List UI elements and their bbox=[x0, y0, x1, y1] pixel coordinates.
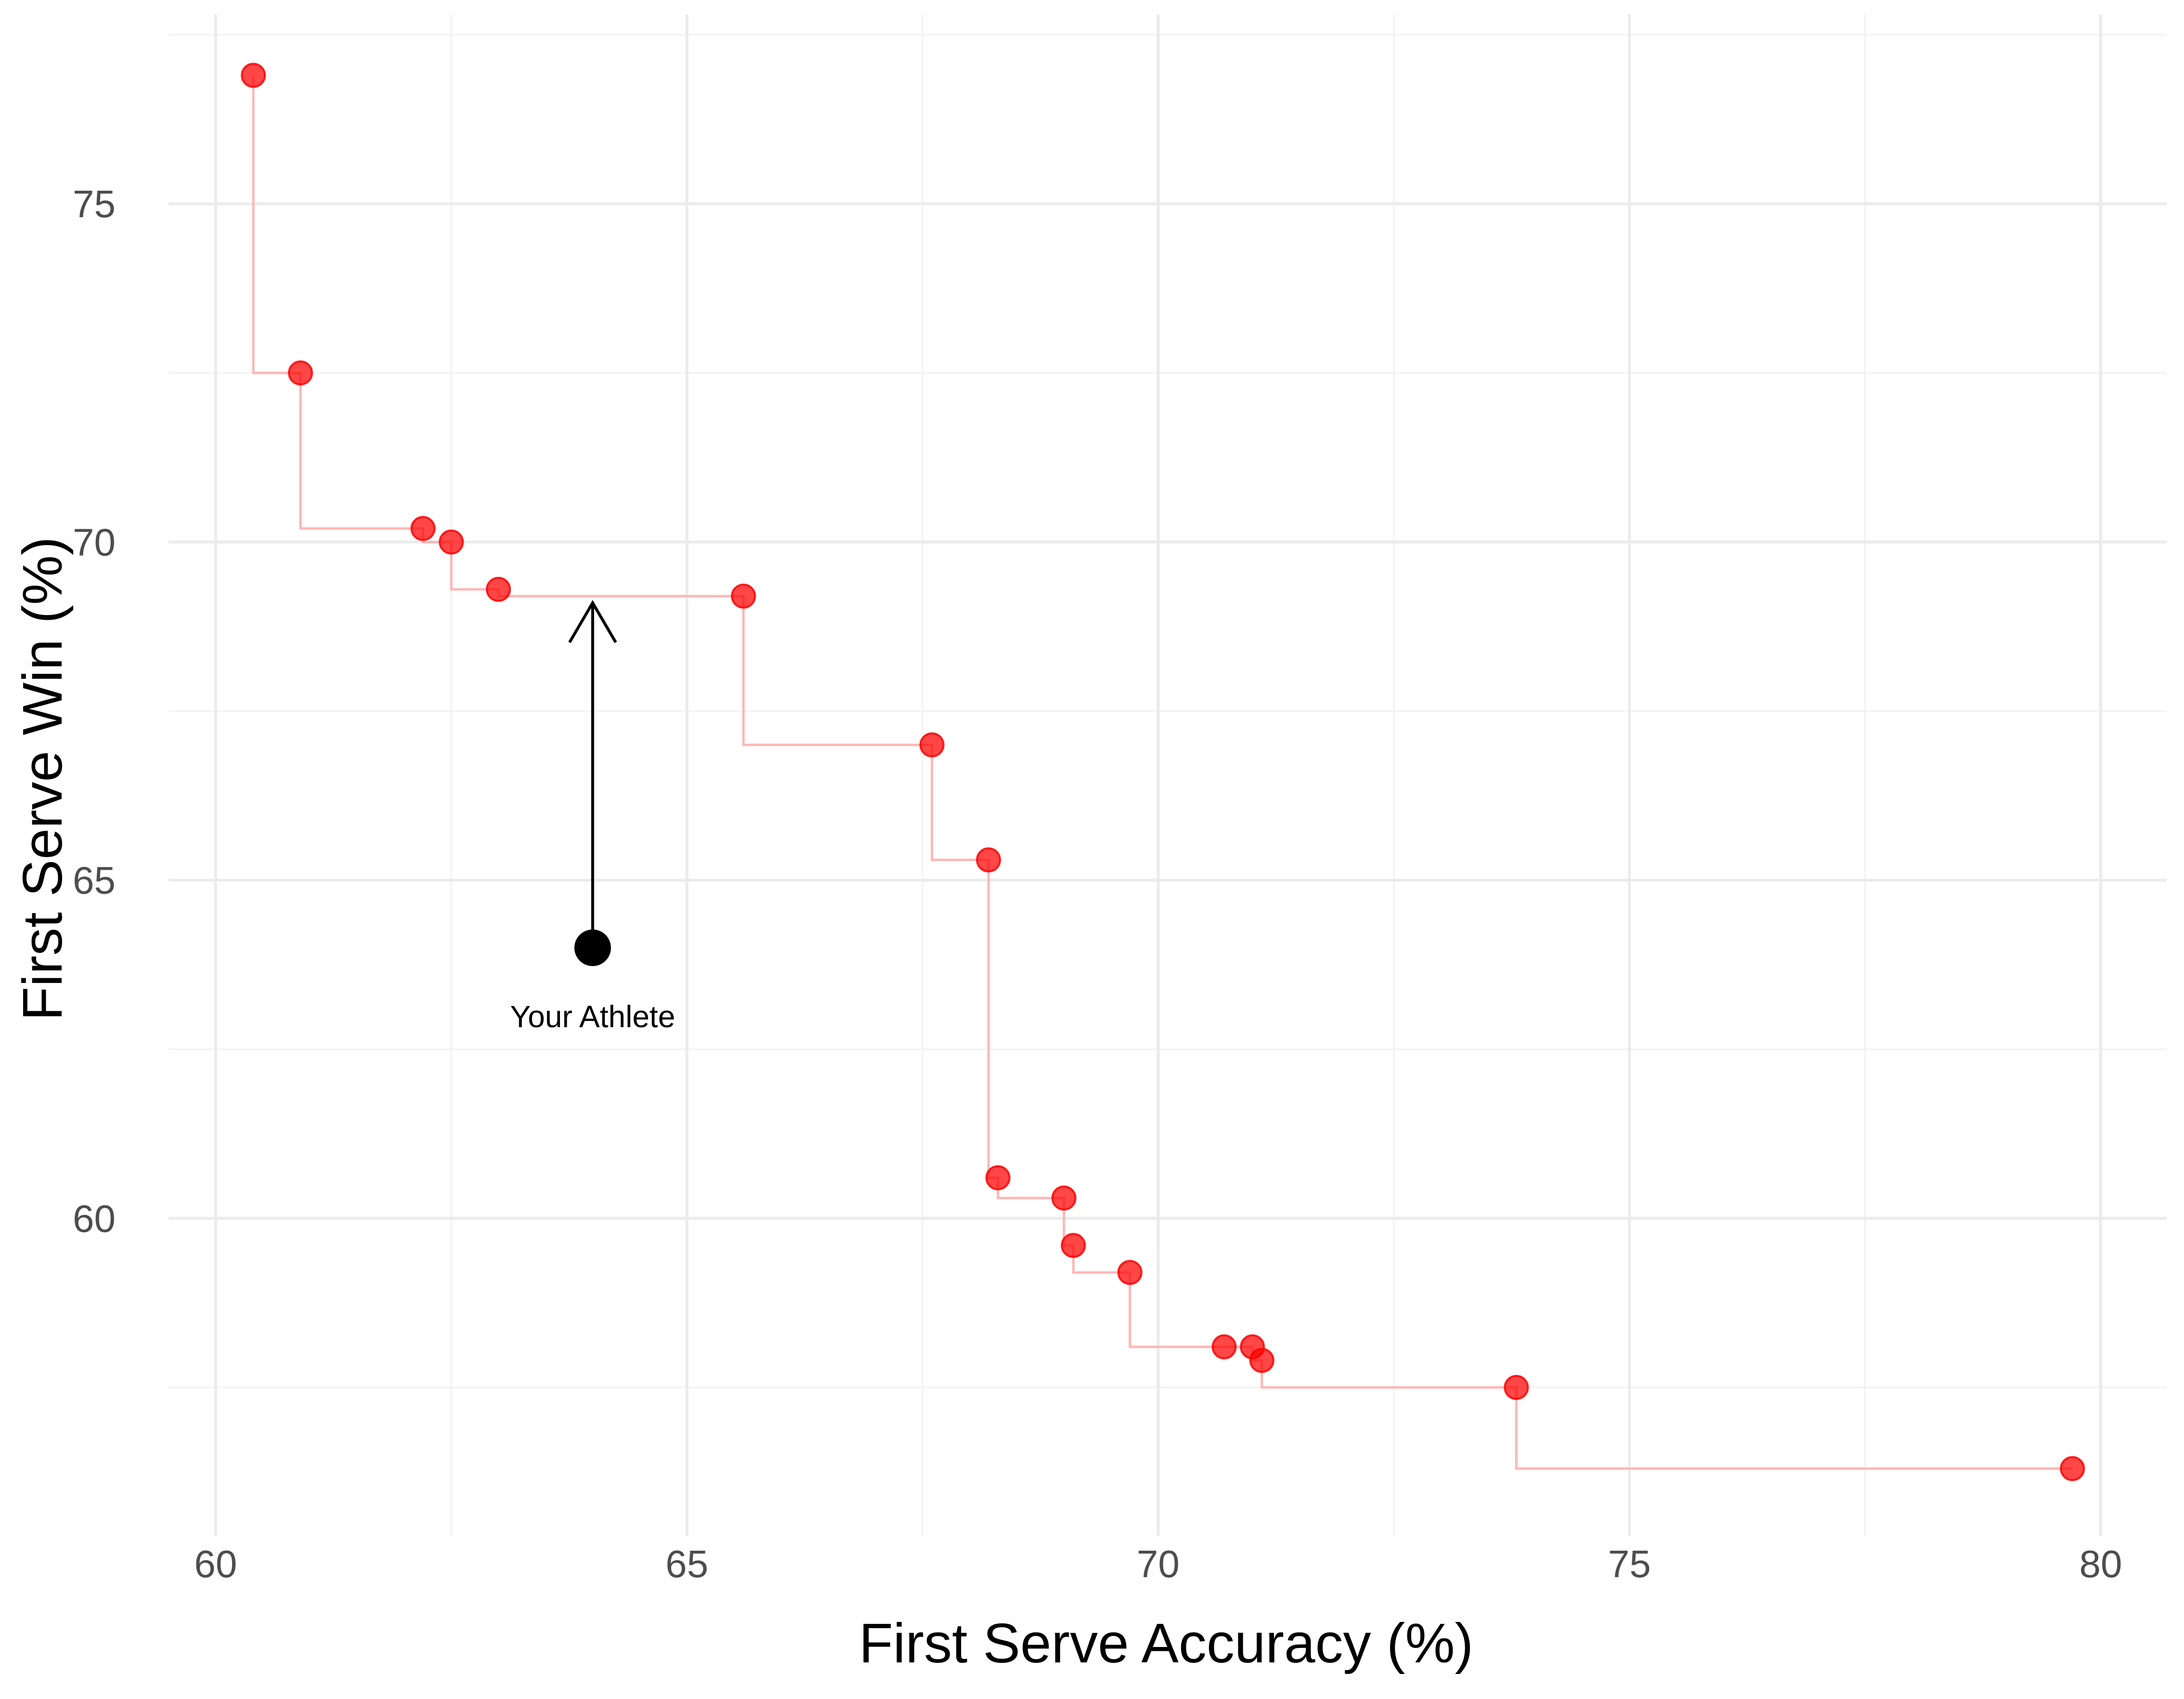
data-point bbox=[1051, 1185, 1077, 1211]
data-point bbox=[1211, 1334, 1237, 1359]
data-point bbox=[976, 847, 1001, 873]
data-point bbox=[731, 583, 756, 609]
annotation-arrow-head bbox=[568, 600, 617, 643]
data-point bbox=[486, 576, 511, 602]
data-point bbox=[919, 732, 945, 758]
x-tick-label: 60 bbox=[194, 1542, 237, 1585]
data-points bbox=[241, 63, 2085, 1481]
y-tick-label: 60 bbox=[73, 1197, 116, 1240]
data-point bbox=[241, 63, 266, 88]
grid-major bbox=[169, 14, 2167, 1536]
data-point bbox=[2060, 1456, 2085, 1481]
data-point bbox=[1117, 1260, 1143, 1285]
x-tick-label: 70 bbox=[1137, 1542, 1180, 1585]
data-point bbox=[439, 529, 464, 555]
data-point bbox=[1504, 1375, 1529, 1400]
y-axis-ticks: 60 65 70 75 bbox=[73, 183, 116, 1240]
y-tick-label: 65 bbox=[73, 859, 116, 902]
x-axis-ticks: 60 65 70 75 80 bbox=[194, 1542, 2122, 1585]
data-point bbox=[410, 516, 436, 541]
frontier-line bbox=[252, 75, 2073, 1470]
athlete-label: Your Athlete bbox=[510, 999, 675, 1034]
x-tick-label: 75 bbox=[1608, 1542, 1651, 1585]
athlete-point bbox=[574, 929, 611, 967]
x-tick-label: 65 bbox=[665, 1542, 708, 1585]
grid-minor bbox=[169, 14, 2167, 1536]
x-axis-title: First Serve Accuracy (%) bbox=[859, 1612, 1473, 1674]
y-tick-label: 75 bbox=[73, 183, 116, 225]
athlete-annotation: Your Athlete bbox=[510, 600, 675, 1034]
data-point bbox=[1061, 1233, 1086, 1258]
y-axis-title: First Serve Win (%) bbox=[11, 536, 74, 1020]
frontier-step-line bbox=[252, 75, 2073, 1470]
data-point bbox=[288, 360, 313, 386]
y-tick-label: 70 bbox=[73, 521, 116, 563]
data-point bbox=[1249, 1347, 1274, 1373]
x-tick-label: 80 bbox=[2079, 1542, 2122, 1585]
data-point bbox=[985, 1165, 1011, 1190]
